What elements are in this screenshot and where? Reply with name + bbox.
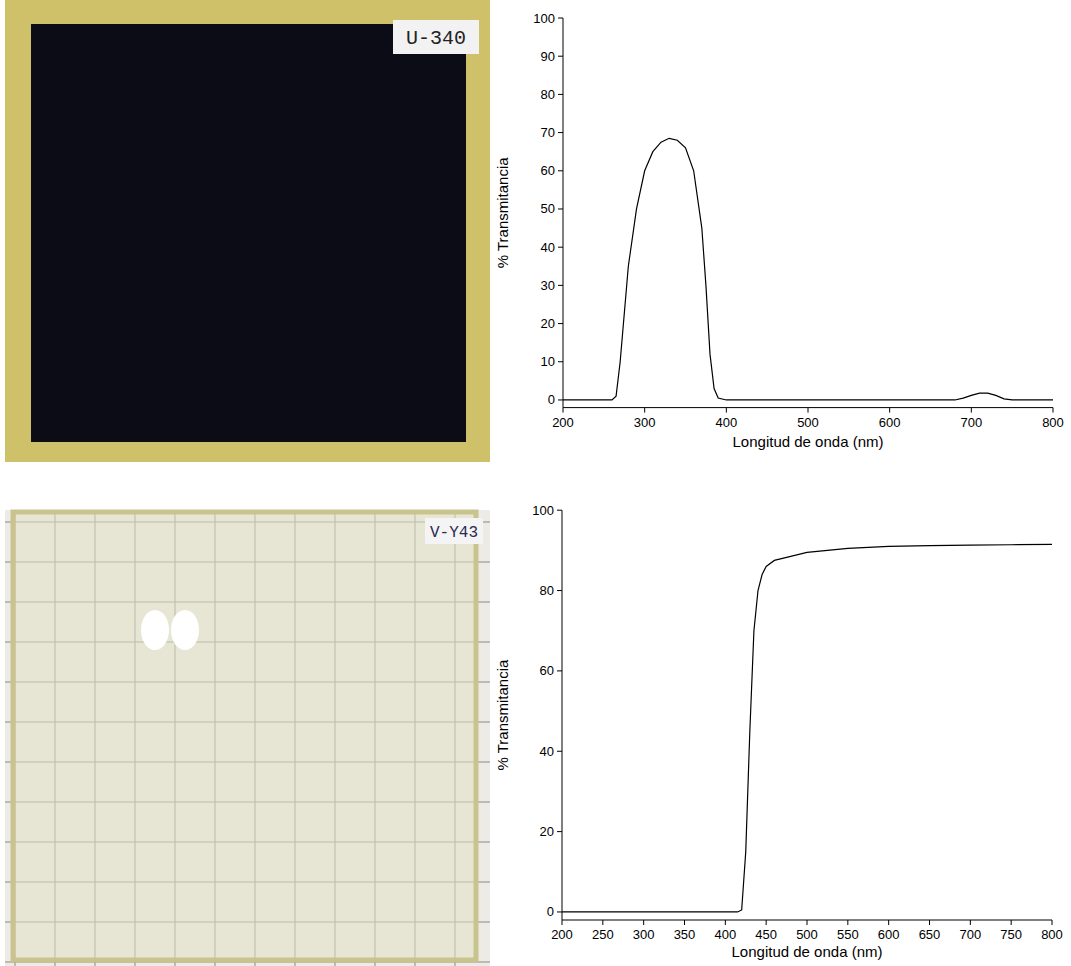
x-tick-label: 300: [634, 415, 656, 430]
y-axis: [563, 18, 564, 408]
x-tick-label: 300: [633, 927, 655, 942]
y-tick-label: 70: [541, 125, 555, 140]
x-axis-title: Longitud de onda (nm): [732, 943, 883, 960]
x-tick-label: 500: [797, 415, 819, 430]
photo-background: [5, 510, 490, 966]
y-axis-title: % Transmitancia: [494, 157, 511, 269]
x-tick-label: 350: [674, 927, 696, 942]
y-tick: [558, 18, 563, 19]
photo-label: U-340: [406, 27, 466, 50]
label-patch: [425, 518, 483, 544]
x-tick: [643, 920, 644, 925]
photo-label: V-Y43: [430, 524, 478, 542]
y-tick-label: 60: [540, 663, 554, 678]
y-axis: [562, 510, 563, 920]
y-tick: [557, 510, 562, 511]
x-tick: [726, 408, 727, 413]
reflection: [141, 610, 169, 650]
x-tick: [888, 920, 889, 925]
y-tick-label: 0: [548, 392, 555, 407]
x-tick-label: 800: [1042, 415, 1064, 430]
y-tick-label: 90: [541, 49, 555, 64]
x-tick-label: 650: [919, 927, 941, 942]
y-tick-label: 80: [541, 87, 555, 102]
x-tick: [602, 920, 603, 925]
x-axis-title: Longitud de onda (nm): [733, 433, 884, 450]
x-tick: [684, 920, 685, 925]
y-tick-label: 50: [541, 201, 555, 216]
x-tick: [807, 920, 808, 925]
x-tick: [971, 408, 972, 413]
label-patch: [393, 20, 479, 54]
x-tick: [847, 920, 848, 925]
x-tick-label: 700: [959, 927, 981, 942]
x-tick-label: 200: [551, 927, 573, 942]
x-tick-label: 250: [592, 927, 614, 942]
y-tick: [557, 911, 562, 912]
x-tick: [929, 920, 930, 925]
filter-glass: [13, 512, 476, 960]
data-group: [563, 138, 1053, 400]
x-tick: [1052, 920, 1053, 925]
x-tick: [1053, 408, 1054, 413]
x-tick: [563, 408, 564, 413]
x-tick-label: 500: [796, 927, 818, 942]
y-tick: [558, 247, 563, 248]
y-tick: [558, 170, 563, 171]
x-tick-label: 600: [879, 415, 901, 430]
x-tick: [889, 408, 890, 413]
y-tick-label: 0: [547, 904, 554, 919]
y-tick: [558, 285, 563, 286]
photo: U-340: [5, 0, 490, 462]
x-tick: [808, 408, 809, 413]
y-tick: [557, 751, 562, 752]
x-tick: [562, 920, 563, 925]
data-group: [562, 544, 1052, 912]
y-tick: [557, 831, 562, 832]
filter-glass: [31, 24, 466, 442]
y-tick: [558, 399, 563, 400]
y-tick: [558, 56, 563, 57]
y-tick-label: 30: [541, 278, 555, 293]
x-tick-label: 550: [837, 927, 859, 942]
x-tick: [725, 920, 726, 925]
y-tick: [558, 132, 563, 133]
y-tick-label: 40: [540, 744, 554, 759]
x-tick: [1011, 920, 1012, 925]
x-tick: [644, 408, 645, 413]
y-tick-label: 20: [541, 316, 555, 331]
y-tick-label: 10: [541, 354, 555, 369]
y-tick: [557, 590, 562, 591]
y-tick-label: 60: [541, 163, 555, 178]
x-tick-label: 400: [714, 927, 736, 942]
x-tick: [970, 920, 971, 925]
y-tick: [558, 361, 563, 362]
y-tick-label: 100: [533, 11, 555, 26]
x-tick-label: 700: [960, 415, 982, 430]
y-tick-label: 100: [532, 503, 554, 518]
y-tick: [558, 208, 563, 209]
x-tick: [766, 920, 767, 925]
y-tick: [558, 323, 563, 324]
transmittance-line: [563, 138, 1053, 400]
y-tick-label: 20: [540, 824, 554, 839]
reflection: [171, 610, 199, 650]
y-axis-title: % Transmitancia: [494, 659, 511, 771]
transmittance-line: [562, 544, 1052, 912]
chart: 200 250 300 350 400 450 500 550 600 650 700 750 800 0…: [494, 503, 1063, 960]
x-tick-label: 200: [552, 415, 574, 430]
x-tick-label: 400: [715, 415, 737, 430]
y-tick-label: 80: [540, 583, 554, 598]
x-tick-label: 600: [878, 927, 900, 942]
x-tick-label: 800: [1041, 927, 1063, 942]
y-tick-label: 40: [541, 240, 555, 255]
chart: 200 300 400 500 600 700 800 0 10 20 30 40 50 60 70 80 90…: [494, 11, 1064, 451]
y-tick: [557, 670, 562, 671]
x-tick-label: 750: [1000, 927, 1022, 942]
x-tick-label: 450: [755, 927, 777, 942]
y-tick: [558, 94, 563, 95]
photo-background: [5, 0, 490, 462]
photo: V-Y43: [5, 510, 490, 966]
